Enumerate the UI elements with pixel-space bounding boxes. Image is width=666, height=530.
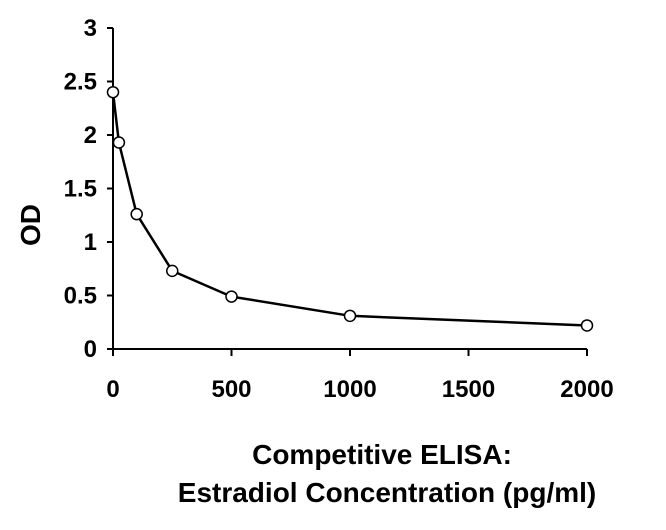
- data-point: [166, 264, 179, 278]
- y-tick-label: 0: [84, 336, 97, 363]
- data-point: [225, 290, 238, 303]
- y-tick-label: 1.5: [64, 176, 97, 203]
- data-point: [343, 309, 357, 323]
- x-axis-title-line-1: Competitive ELISA:: [252, 439, 512, 470]
- x-axis-ticks: 0 500 1000 1500 2000: [106, 349, 614, 403]
- y-axis-ticks: 0 0.5 1 1.5 2 2.5 3: [64, 15, 113, 363]
- data-series: [106, 85, 594, 332]
- y-tick-label: 2.5: [64, 69, 97, 96]
- y-tick-label: 0.5: [64, 283, 97, 310]
- data-point: [130, 207, 143, 221]
- y-tick-label: 3: [84, 15, 97, 42]
- x-tick-label: 1500: [442, 376, 495, 403]
- data-point: [580, 319, 594, 332]
- x-tick-label: 500: [211, 376, 251, 403]
- data-point: [106, 85, 120, 99]
- axes: [112, 28, 587, 350]
- y-tick-label: 1: [84, 229, 97, 256]
- y-axis-title: OD: [15, 204, 46, 246]
- axis-titles: OD Competitive ELISA: Estradiol Concentr…: [15, 204, 596, 508]
- x-tick-label: 2000: [560, 376, 613, 403]
- y-tick-label: 2: [84, 122, 97, 149]
- x-axis-title-line-2: Estradiol Concentration (pg/ml): [178, 477, 596, 508]
- data-point: [112, 136, 126, 149]
- x-tick-label: 0: [106, 376, 119, 403]
- x-tick-label: 1000: [323, 376, 376, 403]
- series-line: [111, 92, 588, 327]
